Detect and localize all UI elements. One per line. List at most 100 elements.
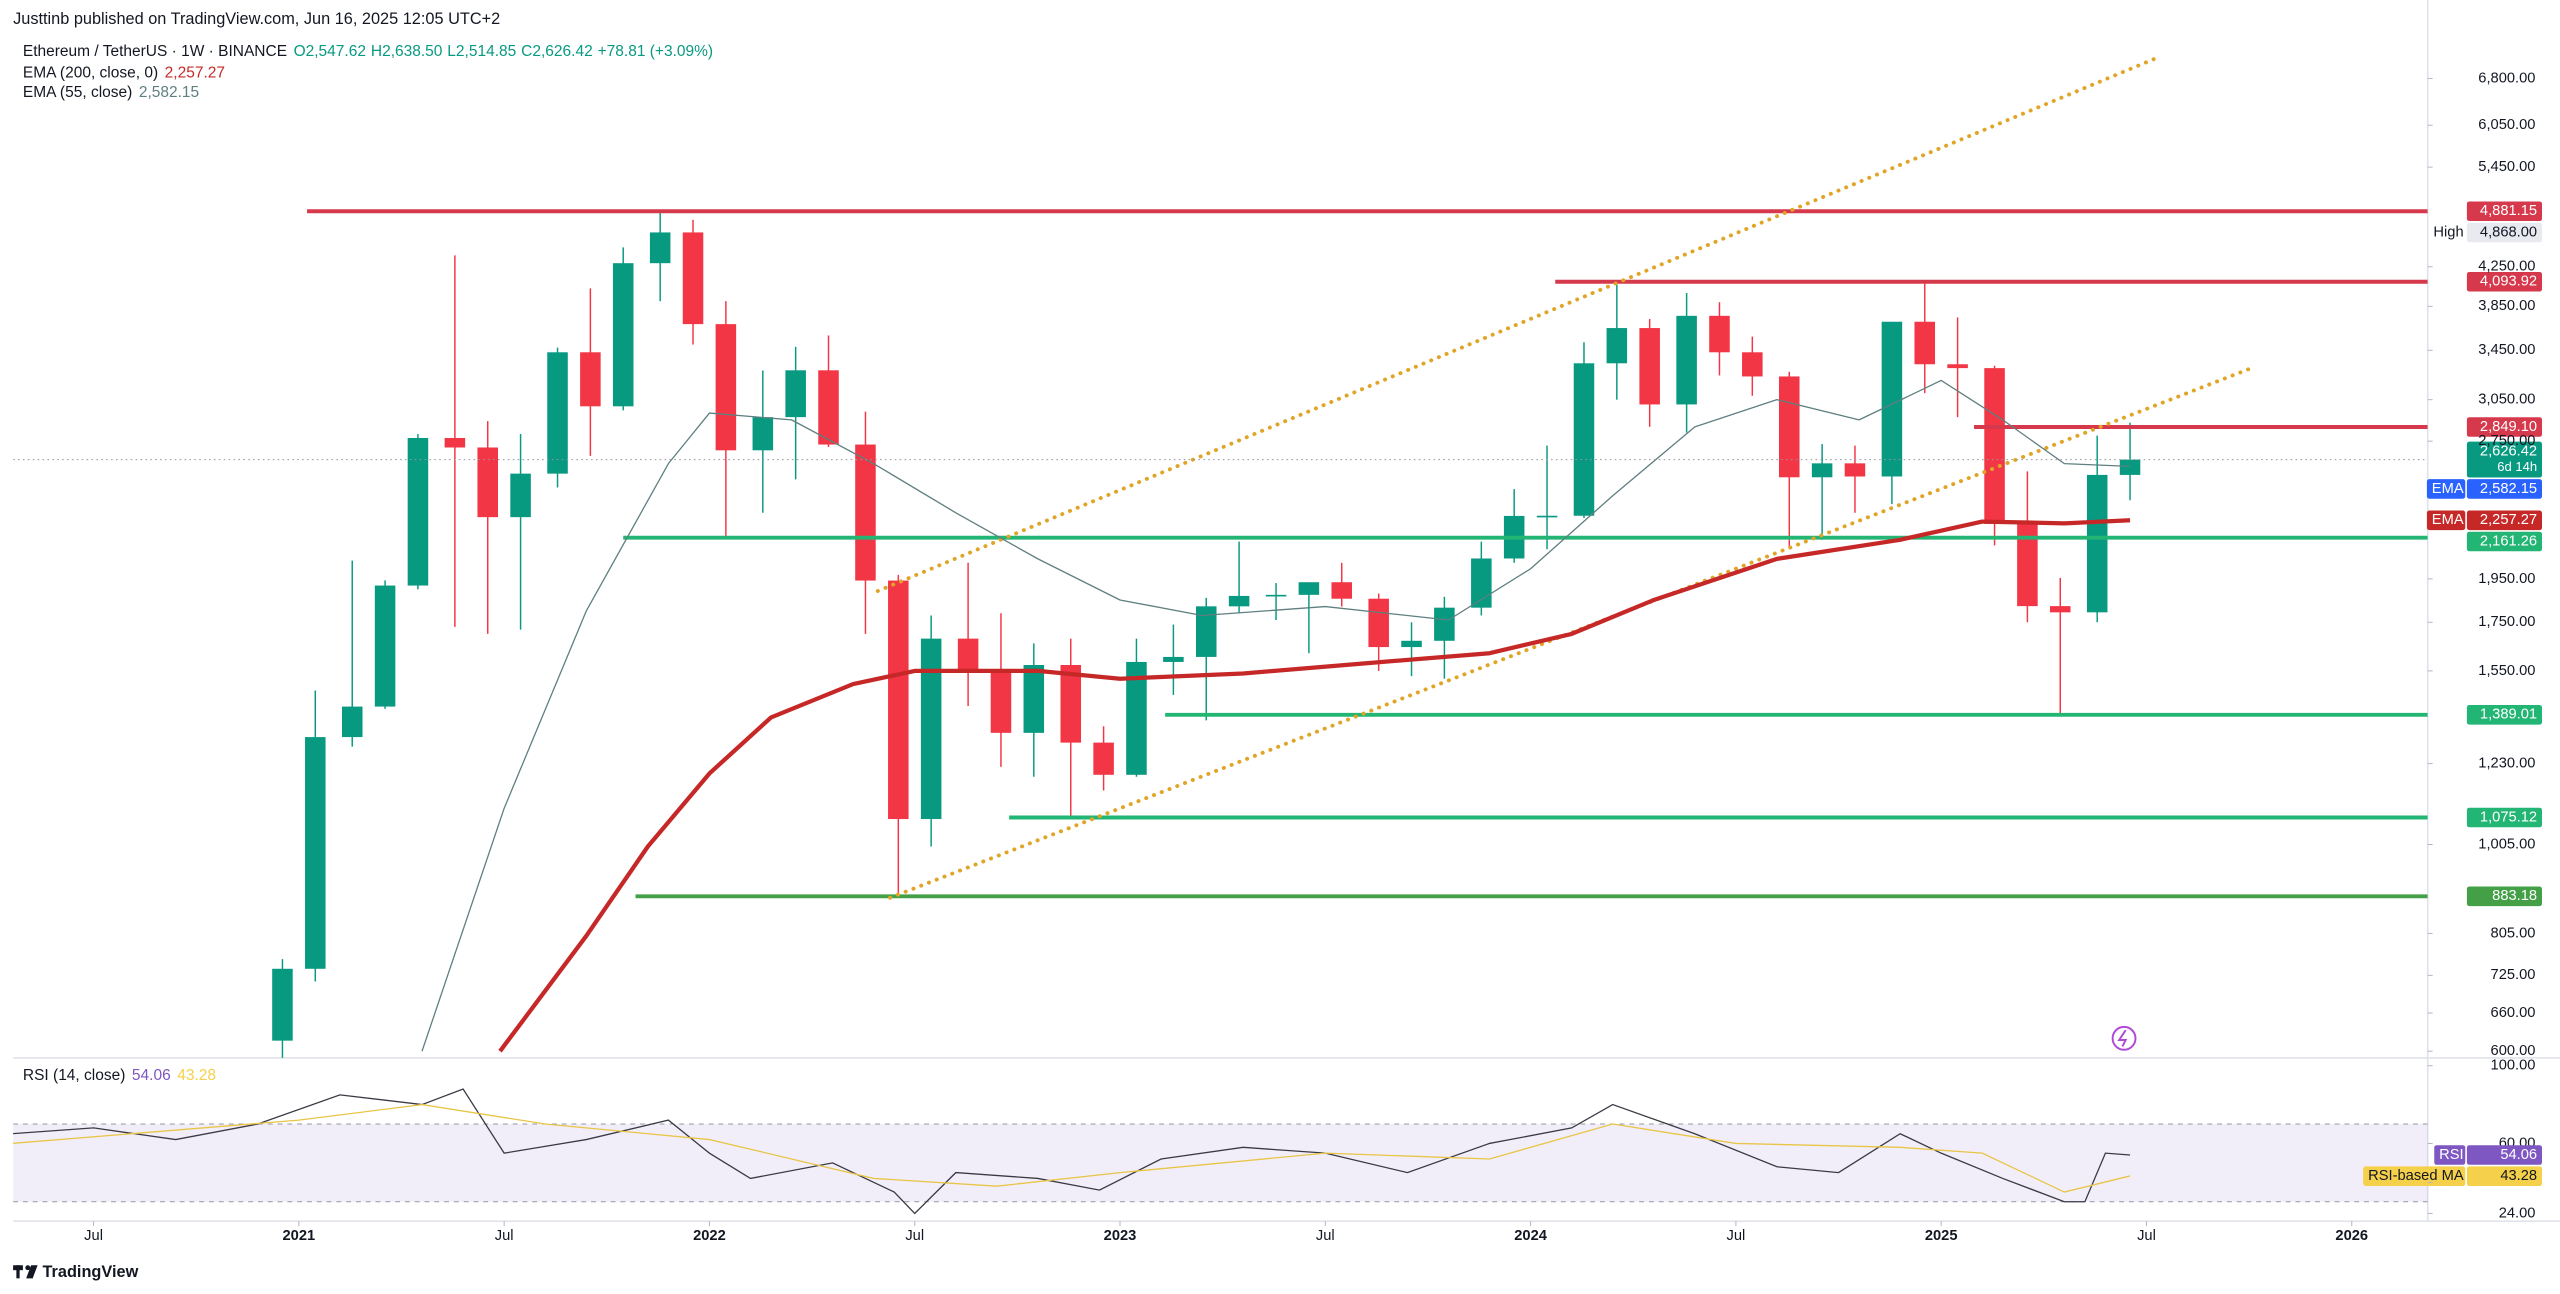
y-tick-label: 3,450.00 [2478, 342, 2535, 358]
attribution: Justtinb published on TradingView.com, J… [13, 10, 500, 28]
candle-body [2017, 523, 2038, 607]
candle-body [612, 263, 634, 407]
price-badge-label: 883.18 [2492, 888, 2537, 904]
candle-body [818, 370, 839, 445]
candle-body [1536, 515, 1558, 518]
candle-body [444, 437, 466, 448]
indicator-legend: EMA (55, close) 2,582.15 [23, 84, 199, 101]
alert-icon-bolt [2117, 1029, 2128, 1047]
y-tick-label: 1,230.00 [2478, 755, 2535, 771]
price-badge [2466, 222, 2543, 243]
candle-body [1471, 558, 1492, 608]
trendline [875, 56, 2157, 593]
price-badge-label: 2,257.27 [2480, 512, 2537, 528]
y-tick-label: 6,050.00 [2478, 117, 2535, 133]
candle-body [1126, 661, 1147, 775]
candle-body [752, 417, 774, 451]
candle-body [990, 670, 1012, 733]
candle-body [1709, 315, 1730, 353]
logo-slash [26, 1265, 38, 1279]
badge-tag-bg [2426, 510, 2466, 531]
rsi-value: 43.28 [177, 1067, 216, 1084]
price-badge-label: 4,093.92 [2480, 274, 2537, 290]
candle-body [305, 737, 326, 969]
candle-body [1228, 595, 1250, 607]
candle-body [1401, 640, 1422, 648]
ohlc-value: L2,514.85 [447, 43, 516, 60]
badge-tag: RSI [2439, 1147, 2463, 1163]
candle-body [888, 580, 909, 820]
rsi-y-tick-label: 100.00 [2491, 1058, 2536, 1074]
candle-body [2119, 459, 2141, 475]
candle-body [649, 232, 671, 264]
x-tick-label: 2025 [1925, 1228, 1958, 1244]
overlay: 4,881.15 4,093.92 2,849.10 2,161.26 1,389.01… [2363, 201, 2543, 1187]
candle-body [272, 968, 293, 1041]
y-tick-label: 4,250.00 [2478, 259, 2535, 275]
candle-body [1093, 742, 1114, 775]
rsi-name: RSI (14, close) [23, 1067, 126, 1084]
candle-body [1779, 376, 1800, 478]
ohlc-value: H2,638.50 [371, 43, 443, 60]
alert-icon[interactable] [2111, 1025, 2137, 1051]
badge-tag: High [2433, 224, 2463, 240]
candle-body [1676, 315, 1697, 405]
price-badge [2466, 886, 2543, 907]
price-badge [2466, 479, 2543, 499]
candle-body [477, 447, 498, 518]
price-pane [13, 56, 2428, 1058]
y-tick-label: 725.00 [2491, 967, 2536, 983]
candle-body [855, 444, 876, 581]
candle-body [1881, 321, 1903, 477]
candle-body [374, 585, 396, 707]
candle-body [682, 232, 704, 325]
price-badge-label: 2,849.10 [2480, 419, 2537, 435]
price-badge-label: 4,881.15 [2480, 203, 2537, 219]
candle-body [920, 638, 942, 820]
ema-line [498, 518, 2131, 1053]
price-badge-label: 2,161.26 [2480, 533, 2537, 549]
candle-body [510, 473, 531, 518]
candle-body [1023, 665, 1045, 733]
candle-body [1639, 328, 1660, 405]
y-tick-label: 1,750.00 [2478, 614, 2535, 630]
badge-tag: EMA [2432, 481, 2464, 497]
price-badge-label: 54.06 [2500, 1147, 2537, 1163]
y-tick-label: 1,550.00 [2478, 663, 2535, 679]
ohlc-value: O2,547.62 [294, 43, 366, 60]
logo-stem [16, 1265, 20, 1279]
price-badge-label: 1,075.12 [2480, 809, 2537, 825]
price-badge-label: 2,582.15 [2480, 481, 2537, 497]
x-tick-label: 2021 [283, 1228, 316, 1244]
price-badge-label: 6d 14h [2497, 459, 2537, 474]
rsi-value: 54.06 [132, 1067, 171, 1084]
candle-body [1265, 594, 1287, 597]
rsi-pane [13, 1088, 2428, 1215]
x-tick-label: 2026 [2335, 1228, 2368, 1244]
indicator-name: EMA (55, close) [23, 84, 132, 101]
y-tick-label: 6,800.00 [2478, 70, 2535, 86]
x-tick-label: Jul [495, 1228, 514, 1244]
candle-body [715, 324, 737, 451]
price-badge-label: 1,389.01 [2480, 707, 2537, 723]
x-tick-label: Jul [1316, 1228, 1335, 1244]
indicator-legend: EMA (200, close, 0) 2,257.27 [23, 65, 225, 82]
price-badge [2466, 1166, 2543, 1187]
footer-brand: TradingView [42, 1263, 138, 1281]
y-tick-label: 5,450.00 [2478, 159, 2535, 175]
candle-body [957, 638, 979, 671]
candle-body [1947, 364, 1968, 369]
price-badge [2466, 531, 2543, 552]
logo-dot [25, 1265, 31, 1271]
symbol-title: Ethereum / TetherUS · 1W · BINANCE [23, 43, 287, 60]
price-badge [2466, 705, 2543, 725]
candle-body [1811, 463, 1833, 478]
ohlc-value: C2,626.42 [521, 43, 593, 60]
candle-body [580, 352, 601, 407]
indicator-name: EMA (200, close, 0) [23, 65, 158, 82]
price-badge [2466, 201, 2543, 222]
candle-body [1195, 606, 1217, 657]
